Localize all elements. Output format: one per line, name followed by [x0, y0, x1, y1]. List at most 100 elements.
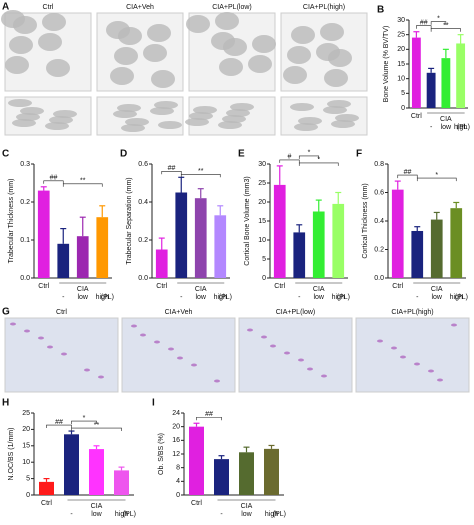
image-detail — [230, 103, 254, 111]
significance-label: ** — [80, 178, 86, 185]
panel-letter: E — [238, 149, 245, 160]
significance-bracket — [430, 28, 461, 32]
image-detail — [377, 339, 383, 343]
bar — [411, 37, 421, 108]
group-label: CIA — [313, 286, 325, 293]
image-detail — [191, 363, 197, 367]
significance-bracket — [397, 174, 418, 179]
bar — [426, 72, 436, 108]
image — [4, 317, 119, 393]
panel-letter: C — [2, 149, 9, 160]
bar — [64, 434, 79, 495]
bar — [89, 449, 104, 495]
significance-bracket — [298, 155, 320, 159]
y-tick-label: 16 — [172, 437, 180, 444]
bar — [96, 217, 109, 278]
image-detail — [222, 115, 246, 123]
group-label: Ctrl — [392, 283, 403, 290]
image-detail — [125, 118, 149, 126]
image-detail — [13, 16, 37, 34]
significance-label: ## — [404, 169, 412, 176]
image-detail — [154, 101, 178, 109]
y-axis-label: Trabecular Thickness (mm) — [8, 179, 15, 264]
x-tick-label: - — [416, 294, 419, 301]
bar — [293, 232, 306, 278]
x-tick-label: low — [313, 294, 324, 301]
image-detail — [218, 121, 242, 129]
y-tick-label: 15 — [22, 443, 30, 450]
image-detail — [294, 123, 318, 131]
image-detail — [226, 109, 250, 117]
image-detail — [84, 368, 90, 372]
image-label: CIA+PL(high) — [391, 309, 433, 316]
image-detail — [270, 344, 276, 348]
group-label: CIA — [431, 286, 443, 293]
bar — [312, 211, 325, 278]
x-tick-label: high — [332, 294, 345, 301]
bar — [264, 448, 279, 495]
y-tick-label: 5 — [262, 256, 266, 263]
bar — [391, 189, 404, 278]
unit-label: (PL) — [457, 124, 470, 131]
x-tick-label: low — [431, 294, 442, 301]
x-tick-label: low — [77, 294, 88, 301]
bar — [214, 459, 229, 495]
bar — [430, 219, 443, 278]
significance-label: * — [437, 16, 440, 23]
unit-label: (PL) — [337, 294, 350, 301]
significance-bracket — [43, 180, 64, 184]
y-axis-label: Bone Volume (% BV/TV) — [383, 26, 390, 103]
image-detail — [158, 121, 182, 129]
image — [238, 317, 353, 393]
image-detail — [331, 120, 355, 128]
image-detail — [16, 113, 40, 121]
y-tick-label: 20 — [172, 424, 180, 431]
x-tick-label: high — [214, 294, 227, 301]
image-detail — [147, 24, 171, 42]
y-axis-label: N.OC/BS (1/mm) — [8, 428, 15, 481]
y-tick-label: 24 — [172, 410, 180, 417]
significance-label: ## — [205, 411, 213, 418]
image-detail — [53, 110, 77, 118]
y-tick-label: 5 — [26, 475, 30, 482]
y-axis-label: Cortical Bone Volume (mm3) — [244, 176, 251, 265]
x-tick-label: low — [91, 511, 102, 518]
image-detail — [400, 355, 406, 359]
image-detail — [10, 322, 16, 326]
y-tick-label: 0.6 — [138, 161, 148, 168]
image-detail — [143, 44, 167, 62]
image-detail — [335, 114, 359, 122]
significance-bracket — [196, 416, 222, 421]
significance-label: ## — [50, 175, 58, 182]
x-tick-label: - — [298, 294, 301, 301]
y-tick-label: 30 — [397, 17, 405, 24]
y-tick-label: 0 — [401, 105, 405, 112]
bar — [332, 203, 345, 278]
y-tick-label: 0.0 — [20, 275, 30, 282]
bar — [441, 58, 451, 108]
image-detail — [219, 58, 243, 76]
group-label: Ctrl — [191, 500, 202, 507]
y-tick-label: 25 — [22, 410, 30, 417]
image-detail — [307, 367, 313, 371]
x-tick-label: - — [62, 294, 65, 301]
image-detail — [8, 99, 32, 107]
image-detail — [46, 59, 70, 77]
image-detail — [185, 118, 209, 126]
image-detail — [110, 67, 134, 85]
group-label: Ctrl — [274, 283, 285, 290]
significance-label: * — [83, 415, 86, 422]
y-tick-label: 12 — [172, 451, 180, 458]
image-detail — [12, 119, 36, 127]
y-tick-label: 0.2 — [374, 246, 384, 253]
bar — [175, 192, 188, 278]
y-axis-label: Trabecular Separation (mm) — [126, 177, 133, 264]
image-detail — [38, 33, 62, 51]
y-tick-label: 10 — [258, 237, 266, 244]
bar — [155, 249, 168, 278]
image-detail — [298, 358, 304, 362]
image-detail — [9, 36, 33, 54]
x-tick-label: low — [441, 124, 452, 131]
panel-letter: B — [377, 5, 384, 16]
